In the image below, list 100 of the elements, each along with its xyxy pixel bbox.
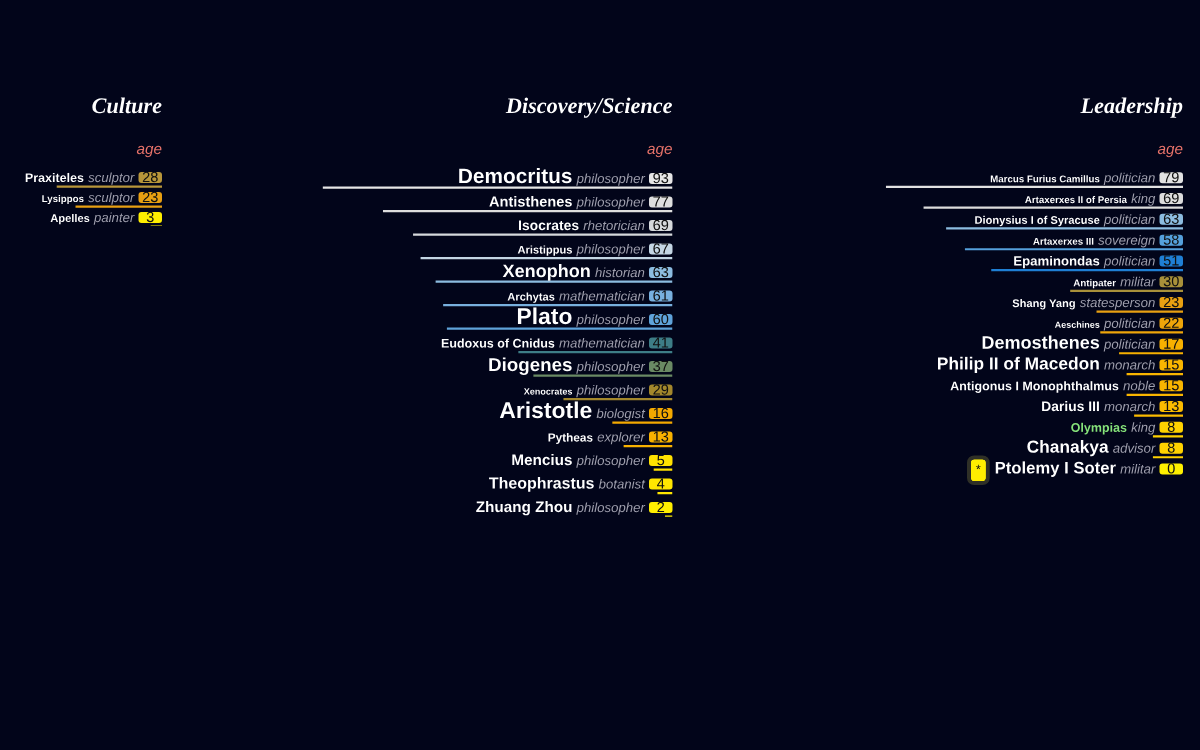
y-tick-label: Democritus [459, 167, 572, 184]
data-label: 4 [657, 478, 665, 489]
y-tick-label: Eudoxus of Cnidus [441, 338, 555, 348]
y-tick-label: Diogenes [489, 357, 572, 376]
data-label: 17 [1164, 338, 1179, 349]
data-label: 77 [653, 196, 669, 207]
y2-tick-label: philosopher [576, 196, 646, 210]
data-label: 8 [1167, 421, 1175, 432]
data-label: 61 [653, 290, 669, 301]
y2-tick-label: noble [1123, 380, 1155, 391]
y2-tick-label: philosopher [576, 173, 646, 186]
bar [413, 233, 673, 236]
y-tick-label: Theophrastus [489, 476, 594, 492]
data-label: 23 [142, 191, 158, 203]
data-label: 69 [653, 219, 669, 231]
y2-tick-label: monarch [1104, 401, 1155, 412]
data-label: 37 [653, 360, 669, 372]
y-tick-label: Marcus Furius Camillus [990, 175, 1100, 183]
bar [435, 280, 673, 283]
bar [657, 492, 673, 495]
y2-tick-label: sculptor [88, 192, 135, 205]
y2-tick-label: sculptor [88, 172, 135, 185]
chart-title: Culture [92, 97, 162, 114]
data-label: 0 [1167, 463, 1175, 474]
bar [446, 327, 673, 330]
y2-tick-label: sovereign [1098, 235, 1155, 248]
y-tick-label: Isocrates [519, 220, 579, 231]
data-label: 67 [653, 243, 669, 254]
bar [991, 268, 1183, 272]
y-tick-label: Olympias [1071, 422, 1127, 435]
bar [1152, 456, 1183, 459]
x-axis-title: age [136, 145, 162, 158]
data-label: 16 [653, 407, 669, 419]
y2-tick-label: king [1131, 422, 1156, 435]
bar [1096, 310, 1183, 313]
y2-tick-label: philosopher [576, 384, 646, 398]
y2-tick-label: advisor [1113, 443, 1156, 453]
data-label: 5 [657, 455, 665, 466]
bar [533, 374, 673, 377]
y2-tick-label: rhetorician [583, 220, 645, 231]
x-axis-title: age [647, 145, 672, 158]
data-label: 69 [1163, 192, 1179, 204]
y-tick-label: Darius III [1042, 400, 1099, 412]
data-label: 23 [1163, 296, 1179, 308]
data-label: 13 [1164, 400, 1179, 412]
y2-tick-label: philosopher [576, 361, 646, 374]
y-tick-label: Mencius [512, 453, 572, 466]
y2-tick-label: militar [1120, 276, 1156, 287]
y-tick-label: Artaxerxes III [1033, 237, 1094, 245]
data-label: 63 [1163, 213, 1179, 224]
data-label: 51 [1163, 255, 1179, 266]
y-tick-label: Xenocrates [523, 388, 573, 395]
y-tick-label: Archytas [507, 292, 555, 303]
chart-title: Leadership [1080, 97, 1183, 118]
data-label: 2 [657, 501, 665, 513]
bar [1119, 352, 1183, 355]
y-tick-label: Aristippus [517, 245, 572, 256]
data-label: 15 [1164, 359, 1179, 370]
y-tick-label: Philip II of Macedon [938, 356, 1099, 374]
y-tick-label: Lysippos [42, 194, 84, 205]
y-tick-label: Xenophon [502, 263, 590, 281]
x-axis-title: age [1157, 145, 1183, 158]
y-tick-label: Ptolemy I Soter [995, 461, 1116, 477]
y2-tick-label: mathematician [559, 290, 645, 301]
y-tick-label: Praxiteles [25, 172, 84, 183]
y-tick-label: Artaxerxes II of Persia [1025, 195, 1128, 204]
y2-tick-label: politician [1103, 172, 1155, 185]
y-tick-label: Epaminondas [1014, 255, 1100, 269]
data-label: 58 [1163, 234, 1179, 245]
y2-tick-label: militar [1120, 463, 1156, 474]
data-label: 30 [1163, 276, 1179, 287]
y2-tick-label: statesperson [1079, 298, 1155, 310]
bar [1126, 372, 1183, 376]
y2-tick-label: mathematician [559, 337, 645, 348]
data-label: 93 [653, 172, 669, 184]
y2-tick-label: explorer [597, 431, 646, 445]
bar [885, 185, 1183, 188]
bar [923, 206, 1183, 209]
data-label: 41 [652, 337, 669, 348]
y-tick-label: Aristotle [499, 401, 592, 419]
y-tick-label: Chanakya [1027, 440, 1109, 457]
data-label: 63 [653, 266, 669, 278]
bar [382, 210, 673, 213]
chart-title: Discovery/Science [505, 97, 672, 118]
y-tick-label: Plato [517, 307, 572, 325]
y-tick-label: Antigonus I Monophthalmus [950, 381, 1119, 393]
y2-tick-label: philosopher [576, 314, 646, 327]
y2-tick-label: biologist [596, 408, 646, 421]
bar [443, 304, 673, 307]
y2-tick-label: philosopher [576, 455, 646, 468]
y2-tick-label: historian [595, 267, 645, 278]
data-label: 28 [142, 171, 158, 183]
data-label: 60 [653, 313, 669, 325]
y-tick-label: Shang Yang [1012, 298, 1075, 310]
annotation: * [976, 464, 981, 470]
y-tick-label: Aeschines [1054, 321, 1100, 328]
bar [946, 227, 1183, 230]
data-label: 13 [653, 431, 669, 442]
bar [1100, 331, 1183, 334]
bar [420, 257, 673, 260]
